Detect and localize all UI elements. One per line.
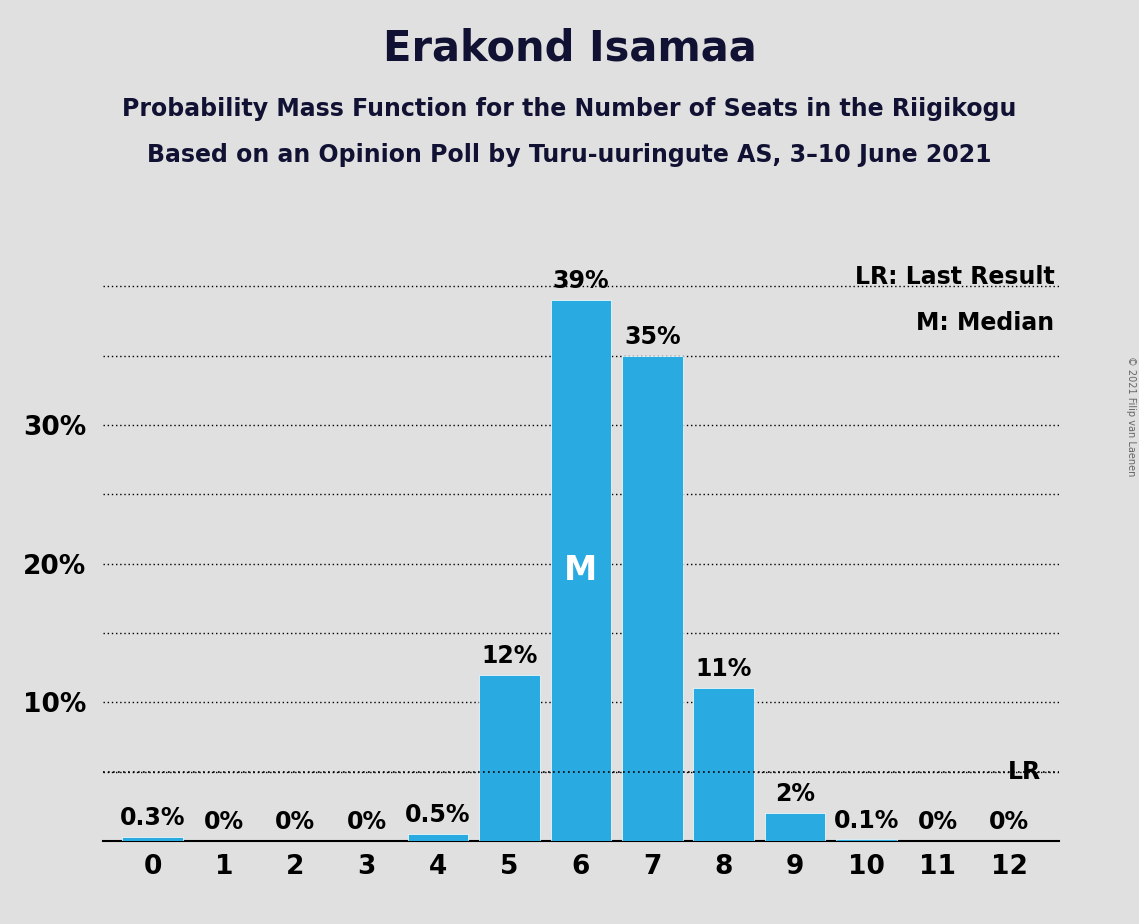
Text: 0%: 0% xyxy=(276,810,316,833)
Text: 0%: 0% xyxy=(990,810,1030,833)
Text: 35%: 35% xyxy=(624,325,681,349)
Text: 0%: 0% xyxy=(204,810,244,833)
Text: LR: LR xyxy=(1008,760,1041,784)
Bar xyxy=(480,675,540,841)
Text: LR: Last Result: LR: Last Result xyxy=(854,264,1055,288)
Text: 0%: 0% xyxy=(346,810,387,833)
Text: 0%: 0% xyxy=(918,810,958,833)
Text: Probability Mass Function for the Number of Seats in the Riigikogu: Probability Mass Function for the Number… xyxy=(122,97,1017,121)
Text: 11%: 11% xyxy=(696,658,752,682)
Bar xyxy=(622,356,682,841)
Text: 0.3%: 0.3% xyxy=(120,806,186,830)
Text: 12%: 12% xyxy=(482,644,538,667)
Text: 39%: 39% xyxy=(552,270,609,294)
Text: M: Median: M: Median xyxy=(917,311,1055,335)
Bar xyxy=(764,813,826,841)
Bar xyxy=(836,839,896,841)
Text: Based on an Opinion Poll by Turu-uuringute AS, 3–10 June 2021: Based on an Opinion Poll by Turu-uuringu… xyxy=(147,143,992,167)
Text: M: M xyxy=(564,554,598,587)
Bar xyxy=(550,300,612,841)
Text: Erakond Isamaa: Erakond Isamaa xyxy=(383,28,756,69)
Bar xyxy=(408,833,468,841)
Text: 0.1%: 0.1% xyxy=(834,808,899,833)
Bar xyxy=(694,688,754,841)
Text: © 2021 Filip van Laenen: © 2021 Filip van Laenen xyxy=(1125,356,1136,476)
Bar xyxy=(122,837,183,841)
Text: 2%: 2% xyxy=(776,783,816,806)
Text: 0.5%: 0.5% xyxy=(405,803,470,827)
